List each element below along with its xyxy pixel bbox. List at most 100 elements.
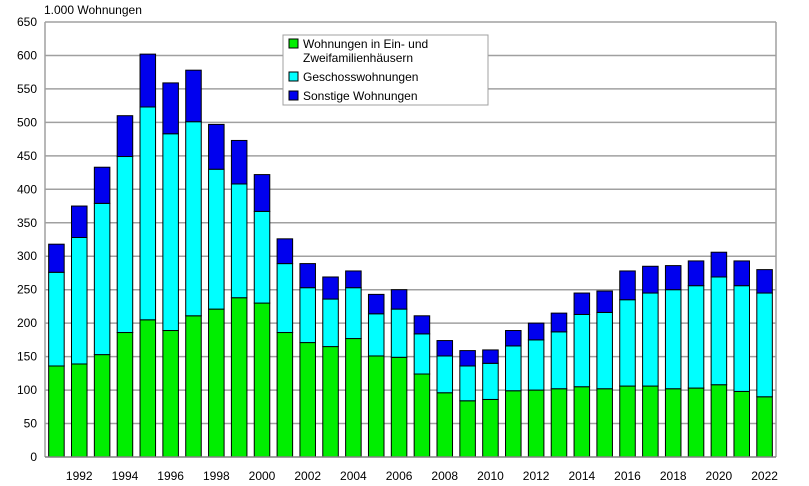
bar-segment [185, 69, 202, 123]
bar-segment [573, 313, 591, 388]
x-tick-label: 2018 [660, 469, 687, 483]
x-tick-label: 2016 [614, 469, 641, 483]
bar-segment [116, 156, 134, 334]
bar-segment [619, 270, 636, 301]
y-tick-label: 650 [17, 15, 37, 29]
y-tick-label: 0 [30, 450, 37, 464]
y-tick-label: 400 [17, 182, 37, 196]
y-tick-label: 550 [17, 82, 37, 96]
legend-swatch [288, 90, 299, 101]
bar-segment [93, 354, 111, 458]
bar-segment [208, 168, 225, 310]
bar-segment [573, 386, 591, 458]
x-tick-label: 2012 [523, 469, 550, 483]
bar-segment [664, 265, 682, 291]
bar-segment [139, 106, 157, 321]
bar-segment [299, 287, 316, 344]
legend-label: Zweifamilienhäusern [303, 51, 413, 65]
y-tick-label: 300 [17, 249, 37, 263]
bar-segment [527, 339, 545, 391]
bar-segment [345, 338, 362, 458]
bar-segment [756, 292, 773, 398]
bar-segment [710, 276, 728, 386]
legend-box [282, 34, 489, 106]
bar-segment [413, 373, 431, 458]
bar-segment [733, 260, 751, 287]
bar-segment [550, 331, 568, 390]
bar-segment [390, 356, 408, 458]
bar-segment [70, 205, 88, 238]
bar-segment [230, 297, 248, 458]
bar-segment [527, 322, 545, 341]
bar-segment [208, 308, 225, 458]
bar-segment [48, 271, 65, 367]
bar-segment [162, 133, 179, 332]
legend: Wohnungen in Ein- undZweifamilienhäusern… [282, 34, 489, 106]
bar-segment [459, 350, 476, 367]
bar-segment [367, 313, 385, 357]
bar-segment [459, 365, 476, 402]
y-tick-label: 150 [17, 350, 37, 364]
y-tick-label: 350 [17, 216, 37, 230]
bar-segment [642, 265, 659, 294]
bar-segment [550, 388, 568, 458]
bar-segment [436, 340, 454, 357]
bar-segment [687, 387, 705, 458]
bar-segment [733, 390, 751, 458]
bar-segment [345, 287, 362, 340]
legend-label: Wohnungen in Ein- und [303, 37, 428, 51]
bar-segment [208, 123, 225, 170]
x-tick-label: 2000 [249, 469, 276, 483]
bar-segment [710, 384, 728, 458]
bar-segment [253, 302, 271, 458]
bar-segment [299, 342, 316, 458]
x-tick-label: 2014 [568, 469, 595, 483]
bar-segment [482, 349, 499, 364]
x-tick-label: 1996 [157, 469, 184, 483]
bar-segment [185, 315, 202, 458]
bar-segment [276, 238, 294, 265]
bar-segment [596, 290, 613, 313]
legend-label: Sonstige Wohnungen [303, 89, 418, 103]
bar-segment [596, 388, 613, 458]
x-tick-label: 2008 [431, 469, 458, 483]
bar-segment [642, 385, 659, 458]
x-tick-label: 2006 [386, 469, 413, 483]
bar-segment [322, 276, 339, 300]
bar-segment [619, 299, 636, 387]
bar-segment [276, 263, 294, 334]
bar-segment [687, 260, 705, 287]
bar-segment [93, 202, 111, 356]
bar-segment [505, 345, 522, 392]
legend-label: Geschosswohnungen [303, 70, 418, 84]
bar-segment [162, 330, 179, 458]
bar-segment [482, 398, 499, 458]
bar-segment [116, 115, 134, 158]
bar-segment [550, 312, 568, 333]
bar-segment [756, 269, 773, 294]
bar-segment [322, 346, 339, 458]
y-tick-label: 500 [17, 115, 37, 129]
bar-segment [527, 389, 545, 458]
legend-swatch [288, 38, 299, 49]
bar-segment [276, 332, 294, 458]
y-tick-label: 50 [24, 417, 38, 431]
x-tick-label: 2020 [706, 469, 733, 483]
bar-segment [413, 333, 431, 375]
bar-segment [664, 388, 682, 458]
bar-segment [436, 392, 454, 458]
bar-segment [413, 315, 431, 335]
bar-segment [185, 121, 202, 317]
bar-segment [322, 298, 339, 348]
bar-segment [230, 139, 248, 185]
bar-segment [345, 270, 362, 289]
bar-segment [505, 390, 522, 458]
bar-segment [482, 362, 499, 400]
bar-segment [367, 355, 385, 458]
bar-segment [139, 53, 157, 108]
bar-segment [687, 285, 705, 389]
y-axis-label: 1.000 Wohnungen [44, 3, 142, 17]
bar-segment [390, 308, 408, 358]
x-tick-label: 2010 [477, 469, 504, 483]
